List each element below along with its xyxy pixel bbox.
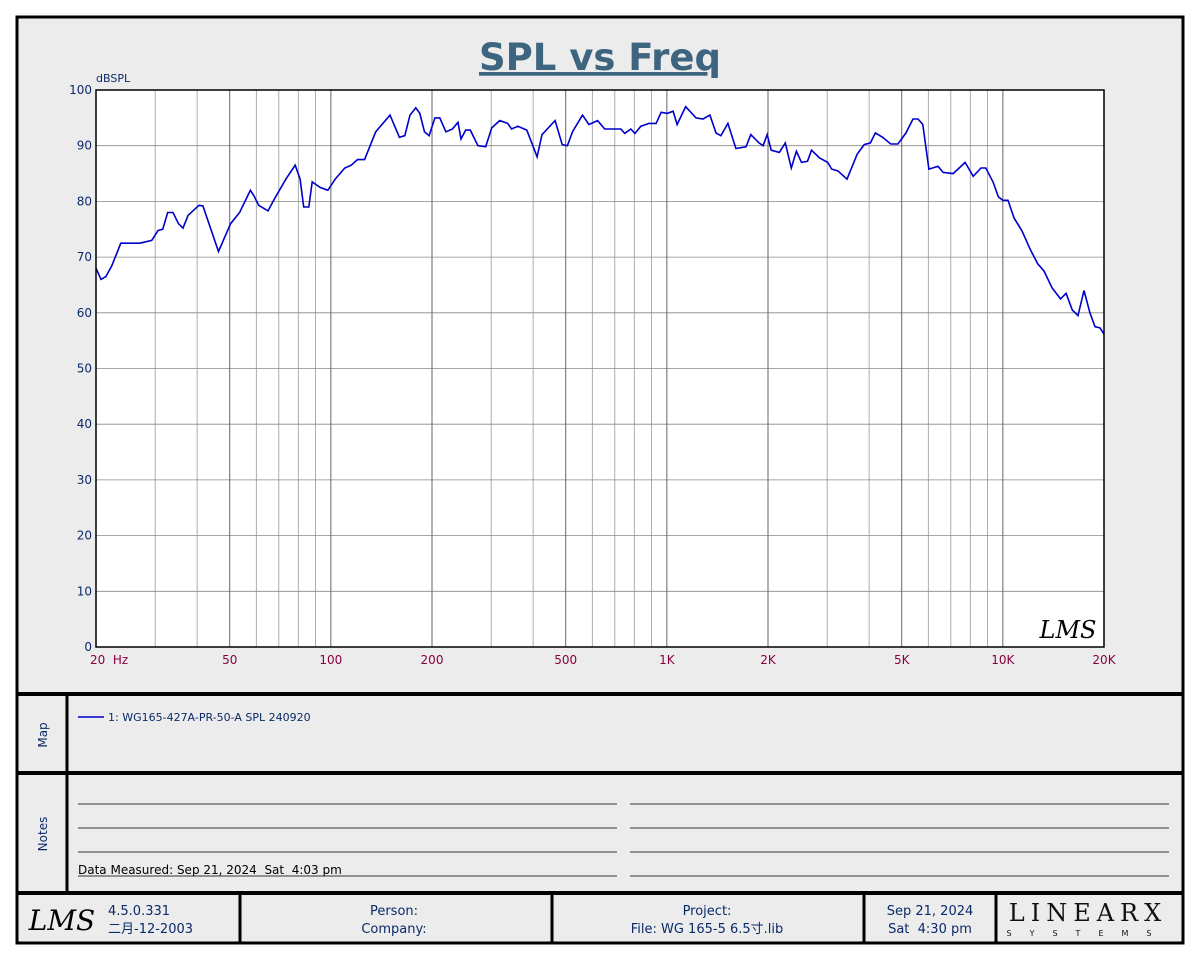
x-tick-label: 2K <box>760 653 777 667</box>
watermark: LMS <box>1039 616 1097 644</box>
y-tick-label: 60 <box>77 306 92 320</box>
version: 4.5.0.331 <box>108 904 170 919</box>
x-tick-label: 1K <box>659 653 676 667</box>
note-lines <box>78 803 1169 877</box>
person: Person: <box>370 904 418 919</box>
panel-label: Map <box>36 722 50 747</box>
y-tick-label: 30 <box>77 473 92 487</box>
chart-title: SPL vs Freq <box>479 36 721 79</box>
y-tick-label: 50 <box>77 362 92 376</box>
y-tick-label: 0 <box>84 640 92 654</box>
legend-entry: 1: WG165-427A-PR-50-A SPL 240920 <box>108 711 311 724</box>
y-tick-label: 10 <box>77 584 92 598</box>
footer-logo: LMS <box>28 904 95 937</box>
x-tick-label: 20 Hz <box>90 653 128 667</box>
file: File: WG 165-5 6.5寸.lib <box>631 922 784 937</box>
brand: LINEARX <box>1009 899 1167 927</box>
x-tick-label: 50 <box>222 653 237 667</box>
y-tick-label: 40 <box>77 417 92 431</box>
y-tick-label: 20 <box>77 529 92 543</box>
measured-note: Data Measured: Sep 21, 2024 Sat 4:03 pm <box>78 863 342 877</box>
panel-label: Notes <box>36 817 50 852</box>
x-tick-label: 200 <box>421 653 444 667</box>
plot-border <box>95 89 1105 648</box>
y-tick-label: 70 <box>77 250 92 264</box>
x-tick-label: 5K <box>894 653 911 667</box>
brand-sub: SYSTEMS <box>1007 929 1170 938</box>
y-axis-label: dBSPL <box>96 72 131 85</box>
y-tick-label: 80 <box>77 194 92 208</box>
y-tick-label: 100 <box>69 83 92 97</box>
date: Sep 21, 2024 <box>887 904 974 919</box>
x-tick-label: 500 <box>554 653 577 667</box>
build-date: 二月-12-2003 <box>108 922 193 937</box>
x-tick-label: 20K <box>1092 653 1116 667</box>
company: Company: <box>361 922 426 937</box>
x-tick-label: 10K <box>991 653 1015 667</box>
x-tick-label: 100 <box>319 653 342 667</box>
project: Project: <box>683 904 732 919</box>
series-line <box>95 105 1105 335</box>
time: Sat 4:30 pm <box>888 922 972 937</box>
y-tick-label: 90 <box>77 139 92 153</box>
